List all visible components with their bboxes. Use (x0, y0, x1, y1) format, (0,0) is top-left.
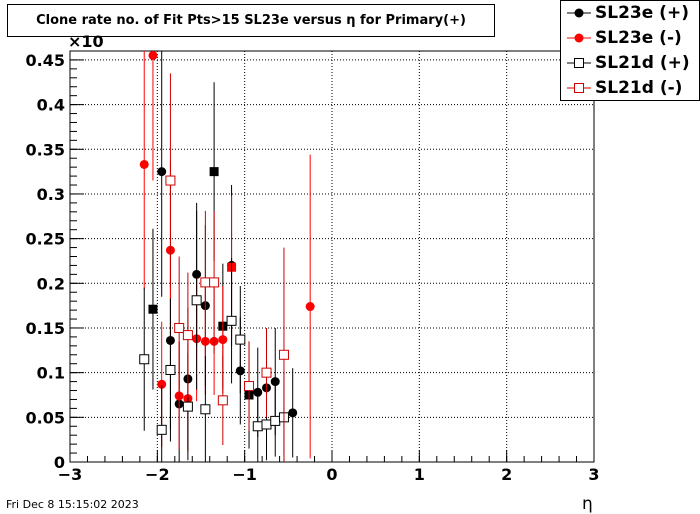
y-tick-label: 0.25 (26, 230, 65, 249)
data-point (182, 330, 193, 341)
x-tick-label: −1 (232, 465, 257, 484)
series-3 (165, 73, 289, 462)
x-tick-label: 0 (326, 465, 337, 484)
data-point (235, 334, 246, 345)
data-point (139, 354, 150, 365)
y-tick-label: 0 (54, 453, 65, 472)
legend-entry-sl23e-plus: SL23e (+) (561, 1, 699, 26)
data-point (244, 381, 255, 392)
legend-symbol-filled-circle-black (567, 8, 591, 18)
legend: SL23e (+) SL23e (-) SL21d (+) SL21d (-) (560, 0, 700, 101)
chart-title-box: Clone rate no. of Fit Pts>15 SL23e versu… (7, 4, 495, 37)
legend-symbol-open-square-red (567, 83, 591, 93)
data-point (278, 349, 289, 360)
data-point (157, 379, 167, 389)
data-point (182, 401, 193, 412)
legend-entry-sl21d-plus: SL21d (+) (561, 51, 699, 76)
data-point (139, 159, 149, 169)
data-point (217, 395, 228, 406)
data-point (270, 377, 280, 387)
data-point (209, 277, 220, 288)
legend-symbol-open-square-black (567, 58, 591, 68)
x-tick-label: 2 (501, 465, 512, 484)
data-point (191, 295, 202, 306)
legend-label: SL21d (+) (595, 53, 690, 73)
data-point (288, 408, 298, 418)
data-point (261, 419, 272, 430)
y-tick-label: 0.4 (37, 96, 65, 115)
footer-timestamp: Fri Dec 8 15:15:02 2023 (6, 498, 139, 511)
legend-symbol-filled-circle-red (567, 33, 591, 43)
data-point (148, 50, 158, 60)
data-point (209, 167, 219, 177)
axes: −3 −2 −1 0 1 2 3 0 0.05 0.1 0.15 0.2 0.25 0.3 0.35 0.4 0… (26, 50, 600, 484)
data-point (174, 322, 185, 333)
data-point (226, 315, 237, 326)
x-tick-label: 1 (414, 465, 425, 484)
legend-label: SL21d (-) (595, 78, 683, 98)
grid-lines (70, 51, 594, 462)
y-tick-label: 0.15 (26, 319, 65, 338)
data-point (157, 167, 167, 177)
data-point (200, 277, 211, 288)
y-tick-label: 0.3 (37, 185, 65, 204)
data-point (200, 404, 211, 415)
legend-label: SL23e (-) (595, 28, 682, 48)
x-tick-label: −2 (145, 465, 170, 484)
data-point (218, 335, 228, 345)
legend-entry-sl21d-minus: SL21d (-) (561, 76, 699, 101)
y-tick-label: 0.2 (37, 274, 65, 293)
data-point (305, 302, 315, 312)
data-point (156, 424, 167, 435)
y-tick-label: 0.45 (26, 51, 65, 70)
data-point (261, 367, 272, 378)
plot-frame (69, 50, 595, 463)
y-tick-label: 0.05 (26, 408, 65, 427)
legend-entry-sl23e-minus: SL23e (-) (561, 26, 699, 51)
y-multiplier-label: ×10 (68, 32, 104, 51)
data-point (252, 421, 263, 432)
chart-title: Clone rate no. of Fit Pts>15 SL23e versu… (36, 13, 466, 28)
data-point (165, 175, 176, 186)
data-marks (139, 50, 315, 462)
x-axis-title: η (582, 494, 593, 514)
data-point (148, 304, 158, 314)
x-tick-label: −3 (58, 465, 83, 484)
legend-label: SL23e (+) (595, 3, 689, 23)
y-tick-label: 0.35 (26, 140, 65, 159)
y-tick-label: 0.1 (37, 364, 65, 383)
data-point (165, 364, 176, 375)
data-point (270, 415, 281, 426)
x-tick-label: 3 (588, 465, 599, 484)
